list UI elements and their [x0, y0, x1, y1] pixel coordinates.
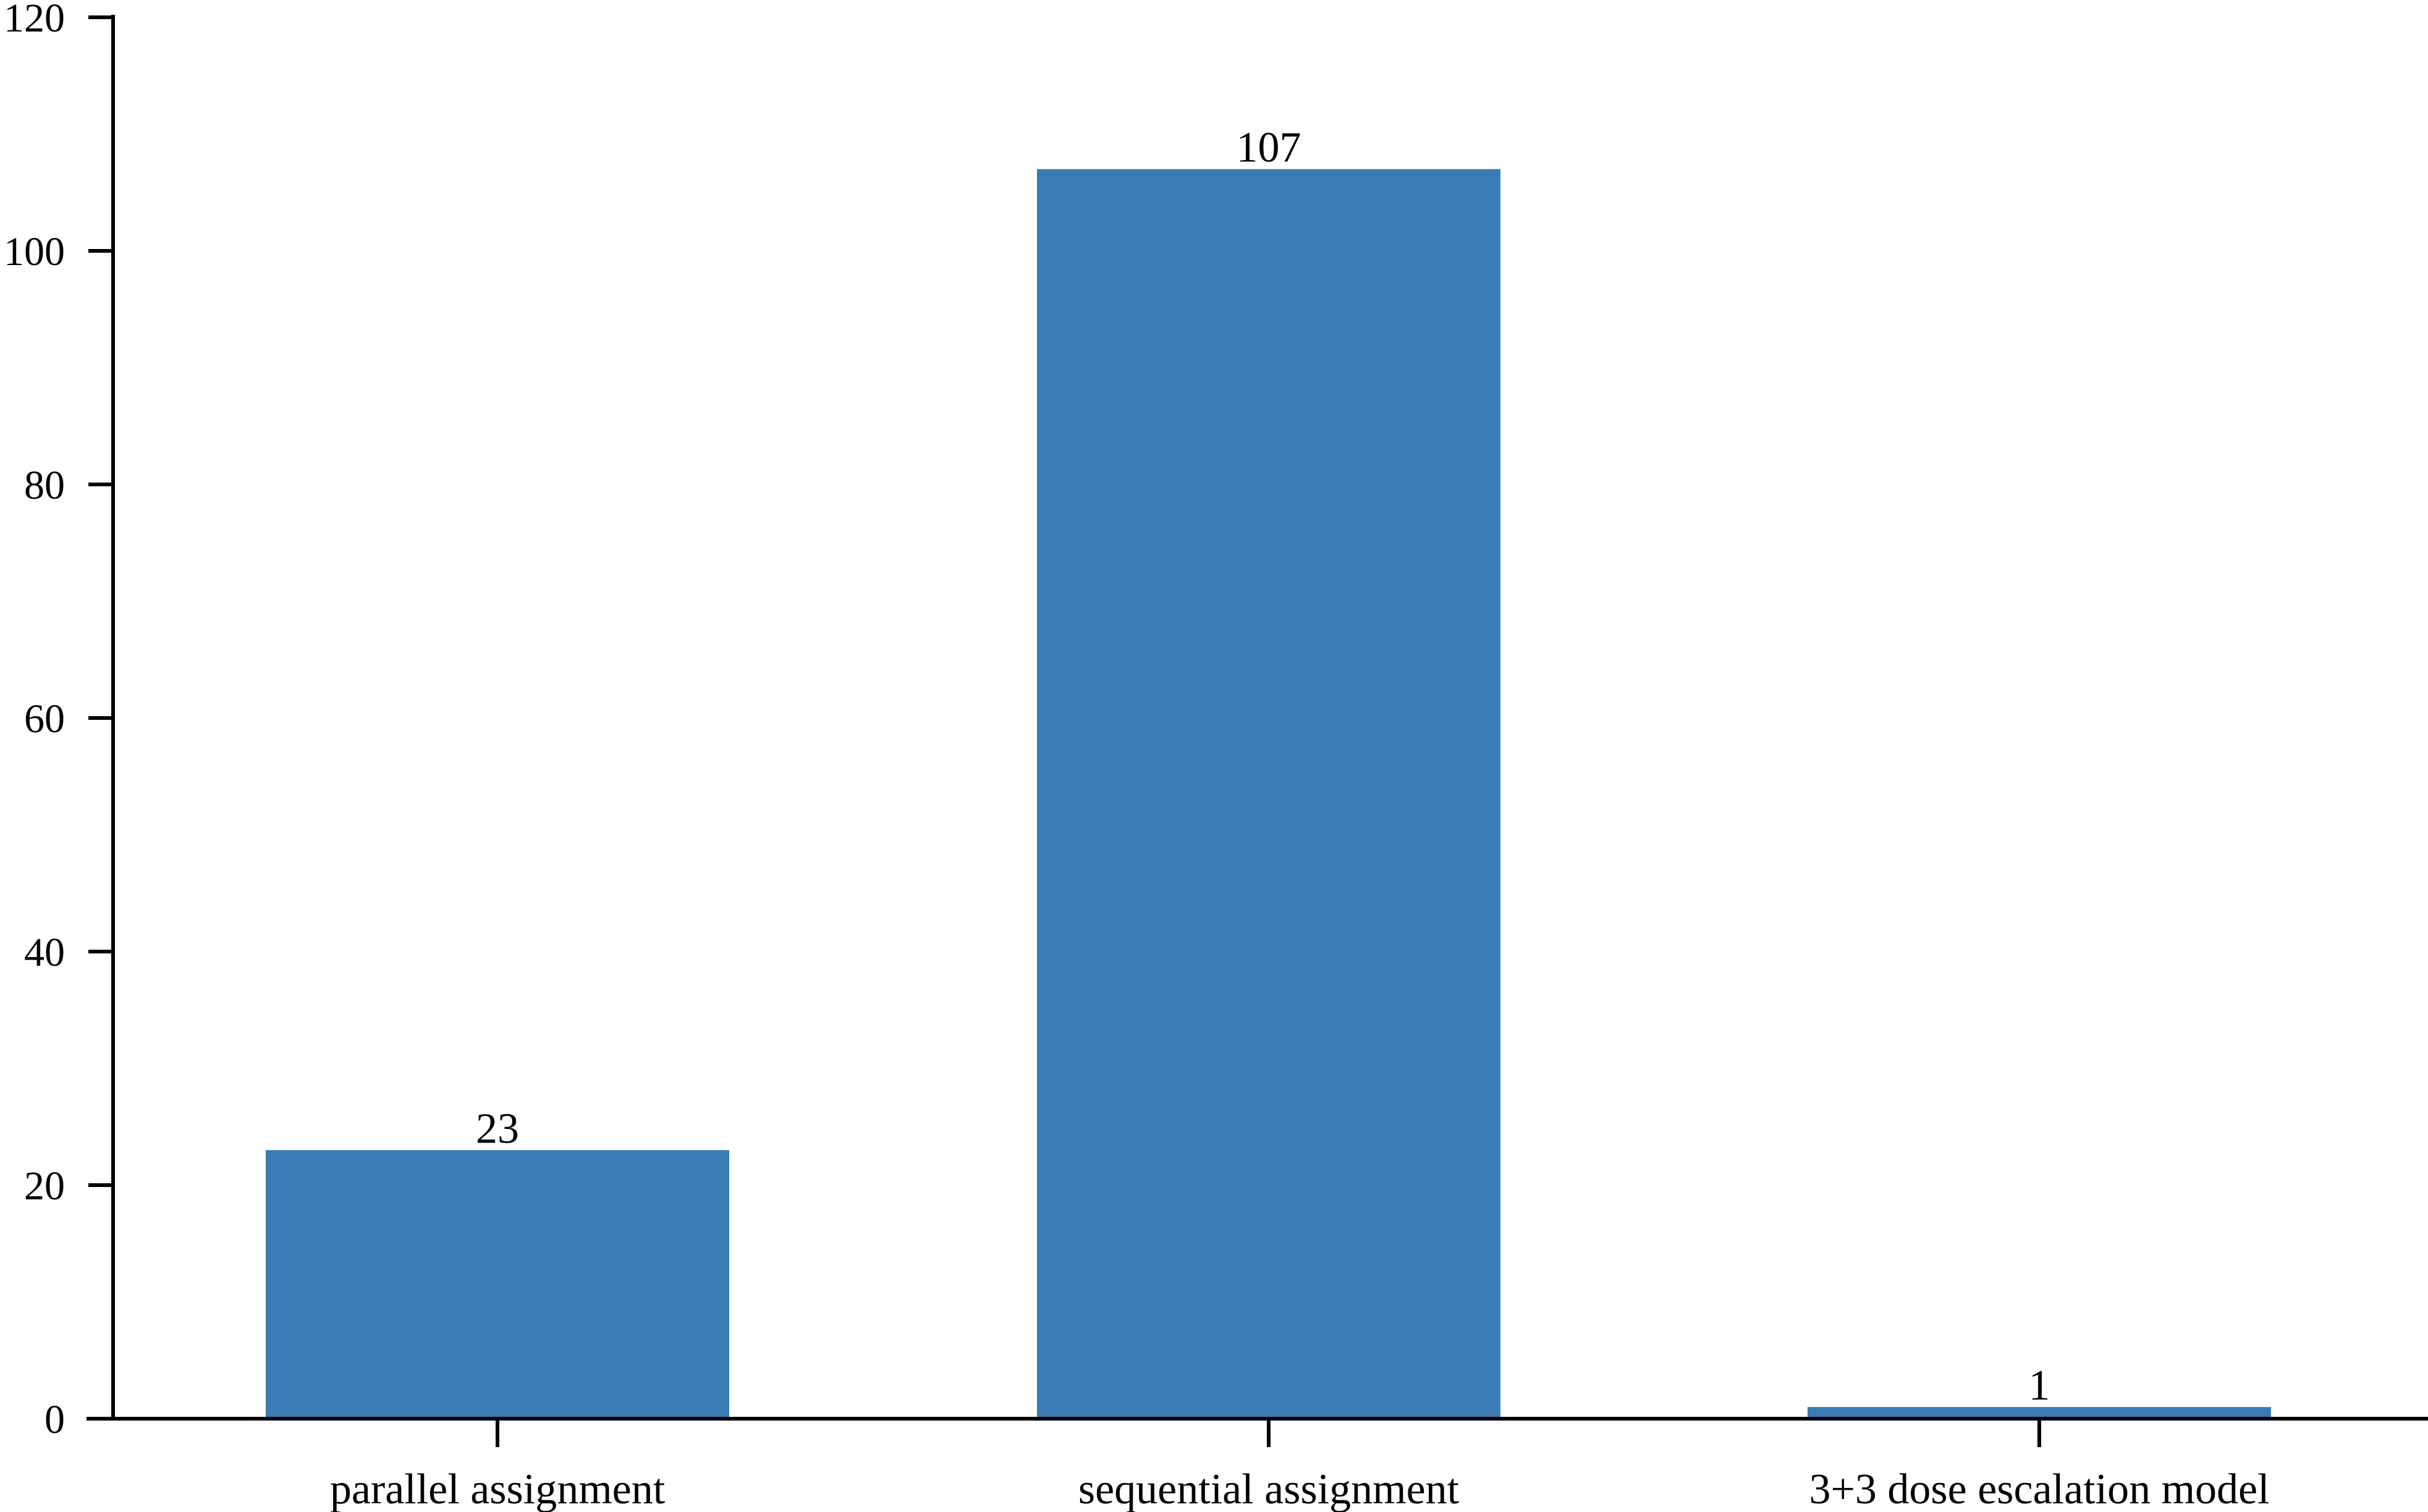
y-tick-label-20: 20	[24, 1164, 65, 1209]
bar-3	[1808, 1407, 2271, 1419]
data-labels-group: 23 107 1	[476, 124, 2050, 1409]
data-label-2: 107	[1237, 124, 1301, 172]
x-category-label-3: 3+3 dose escalation model	[1809, 1466, 2269, 1512]
data-label-3: 1	[2029, 1362, 2050, 1409]
data-label-1: 23	[476, 1105, 519, 1152]
bar-2	[1037, 169, 1500, 1419]
y-tick-label-100: 100	[4, 229, 65, 274]
y-tick-label-60: 60	[24, 696, 65, 741]
x-category-label-2: sequential assignment	[1078, 1466, 1460, 1512]
x-axis: parallel assignment sequential assignment…	[87, 1417, 2428, 1512]
y-tick-label-40: 40	[24, 930, 65, 975]
y-tick-label-120: 120	[4, 0, 65, 41]
y-axis: 0 20 40 60 80 100 120	[4, 0, 115, 1442]
y-tick-label-80: 80	[24, 463, 65, 508]
y-tick-label-0: 0	[44, 1397, 65, 1442]
x-category-label-1: parallel assignment	[330, 1466, 666, 1512]
bar-1	[266, 1150, 729, 1419]
bars-group	[266, 169, 2271, 1419]
